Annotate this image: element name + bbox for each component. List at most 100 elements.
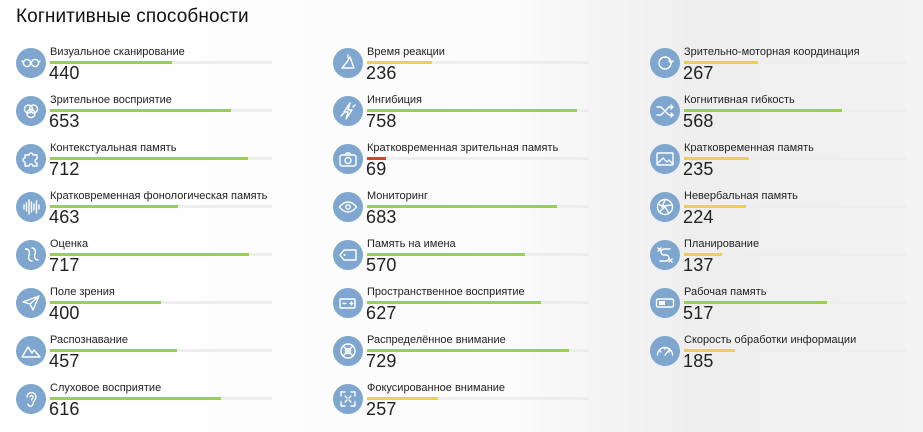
abilities-grid: Визуальное сканирование 440 Зрительное вос… [16,46,916,432]
reaction-icon [333,48,363,78]
sound-wave-icon [16,192,46,222]
ability-name: Мониторинг [367,190,429,202]
ability-item[interactable]: Время реакции 236 [333,46,633,96]
ability-name: Поле зрения [50,286,115,298]
score-bar [367,205,589,208]
ability-item[interactable]: Планирование 137 [650,238,923,288]
ability-name: Планирование [684,238,760,250]
score-bar-fill [367,205,557,208]
ability-item[interactable]: Кратковременная зрительная память 69 [333,142,633,192]
ability-item[interactable]: Фокусированное внимание 257 [333,382,633,432]
score-bar-fill [50,109,232,112]
score-bar-fill [367,109,578,112]
ability-name: Фокусированное внимание [367,382,506,394]
ability-score: 568 [683,111,714,131]
score-bar-fill [684,157,750,160]
ability-score: 517 [683,303,714,323]
ability-name: Когнитивная гибкость [684,94,795,106]
ability-score: 236 [366,63,397,83]
score-bar-fill [367,253,526,256]
ability-item[interactable]: Оценка 717 [16,238,316,288]
score-bar [684,349,906,352]
glasses-icon [16,48,46,78]
score-bar-fill [684,61,759,64]
ability-score: 267 [683,63,714,83]
target-eye-icon [333,192,363,222]
ability-item[interactable]: Слуховое восприятие 616 [16,382,316,432]
score-bar-fill [367,397,439,400]
ability-name: Ингибиция [367,94,422,106]
ability-item[interactable]: Контекстуальная память 712 [16,142,316,192]
score-bar-fill [684,301,828,304]
score-bar-fill [367,301,541,304]
ability-item[interactable]: Ингибиция 758 [333,94,633,144]
ability-name: Оценка [50,238,89,250]
ability-score: 457 [49,351,80,371]
ability-item[interactable]: Зрительно-моторная координация 267 [650,46,923,96]
score-bar [50,301,272,304]
name-tag-icon [333,240,363,270]
score-bar [50,349,272,352]
score-bar [50,109,272,112]
ability-item[interactable]: Пространственное восприятие 627 [333,286,633,336]
score-bar-fill [50,157,248,160]
ability-score: 570 [366,255,397,275]
focus-icon [333,384,363,414]
ability-name: Скорость обработки информации [684,334,857,346]
ability-score: 653 [49,111,80,131]
ability-item[interactable]: Рабочая память 517 [650,286,923,336]
ability-name: Невербальная память [684,190,798,202]
ability-item[interactable]: Поле зрения 400 [16,286,316,336]
ability-item[interactable]: Невербальная память 224 [650,190,923,240]
score-bar-fill [50,349,177,352]
picture-icon [650,144,680,174]
score-bar [367,61,589,64]
score-bar [684,253,906,256]
toggle-icon [650,288,680,318]
ability-score: 440 [49,63,80,83]
score-bar [50,253,272,256]
score-bar [367,349,589,352]
score-bar [684,205,906,208]
ability-item[interactable]: Зрительное восприятие 653 [16,94,316,144]
ability-score: 224 [683,207,714,227]
score-bar [50,61,272,64]
ability-score: 257 [366,399,397,419]
ability-name: Рабочая память [684,286,767,298]
ability-item[interactable]: Скорость обработки информации 185 [650,334,923,384]
ability-name: Контекстуальная память [50,142,177,154]
ability-item[interactable]: Память на имена 570 [333,238,633,288]
ability-name: Время реакции [367,46,445,58]
score-bar-fill [367,61,433,64]
score-bar [367,157,589,160]
ability-score: 758 [366,111,397,131]
score-bar [367,109,589,112]
score-bar-fill [367,157,387,160]
ability-name: Пространственное восприятие [367,286,525,298]
score-bar-fill [684,205,747,208]
ability-item[interactable]: Распределённое внимание 729 [333,334,633,384]
ability-item[interactable]: Кратковременная фонологическая память 463 [16,190,316,240]
planning-icon [650,240,680,270]
coordination-icon [650,48,680,78]
estimation-icon [16,240,46,270]
ability-name: Память на имена [367,238,456,250]
ability-item[interactable]: Мониторинг 683 [333,190,633,240]
ability-name: Зрительное восприятие [50,94,172,106]
ability-name: Слуховое восприятие [50,382,162,394]
speedometer-icon [650,336,680,366]
ability-score: 729 [366,351,397,371]
score-bar-fill [50,397,221,400]
score-bar-fill [684,349,736,352]
ear-icon [16,384,46,414]
ability-item[interactable]: Кратковременная память 235 [650,142,923,192]
ability-name: Визуальное сканирование [50,46,185,58]
ability-item[interactable]: Визуальное сканирование 440 [16,46,316,96]
ability-item[interactable]: Когнитивная гибкость 568 [650,94,923,144]
score-bar [367,301,589,304]
eye-circles-icon [16,96,46,126]
ability-name: Кратковременная зрительная память [367,142,559,154]
ability-name: Распознавание [50,334,128,346]
ability-item[interactable]: Распознавание 457 [16,334,316,384]
score-bar [684,109,906,112]
